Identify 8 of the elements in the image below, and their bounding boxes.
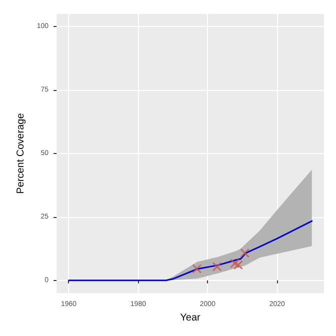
line-series: [68, 220, 313, 282]
point: [212, 262, 222, 272]
x-axis-title: Year: [180, 312, 202, 324]
point: [230, 258, 240, 268]
y-axis-title: Percent Coverage: [16, 112, 26, 194]
point: [233, 260, 243, 270]
point: [240, 248, 250, 258]
point: [192, 264, 202, 274]
